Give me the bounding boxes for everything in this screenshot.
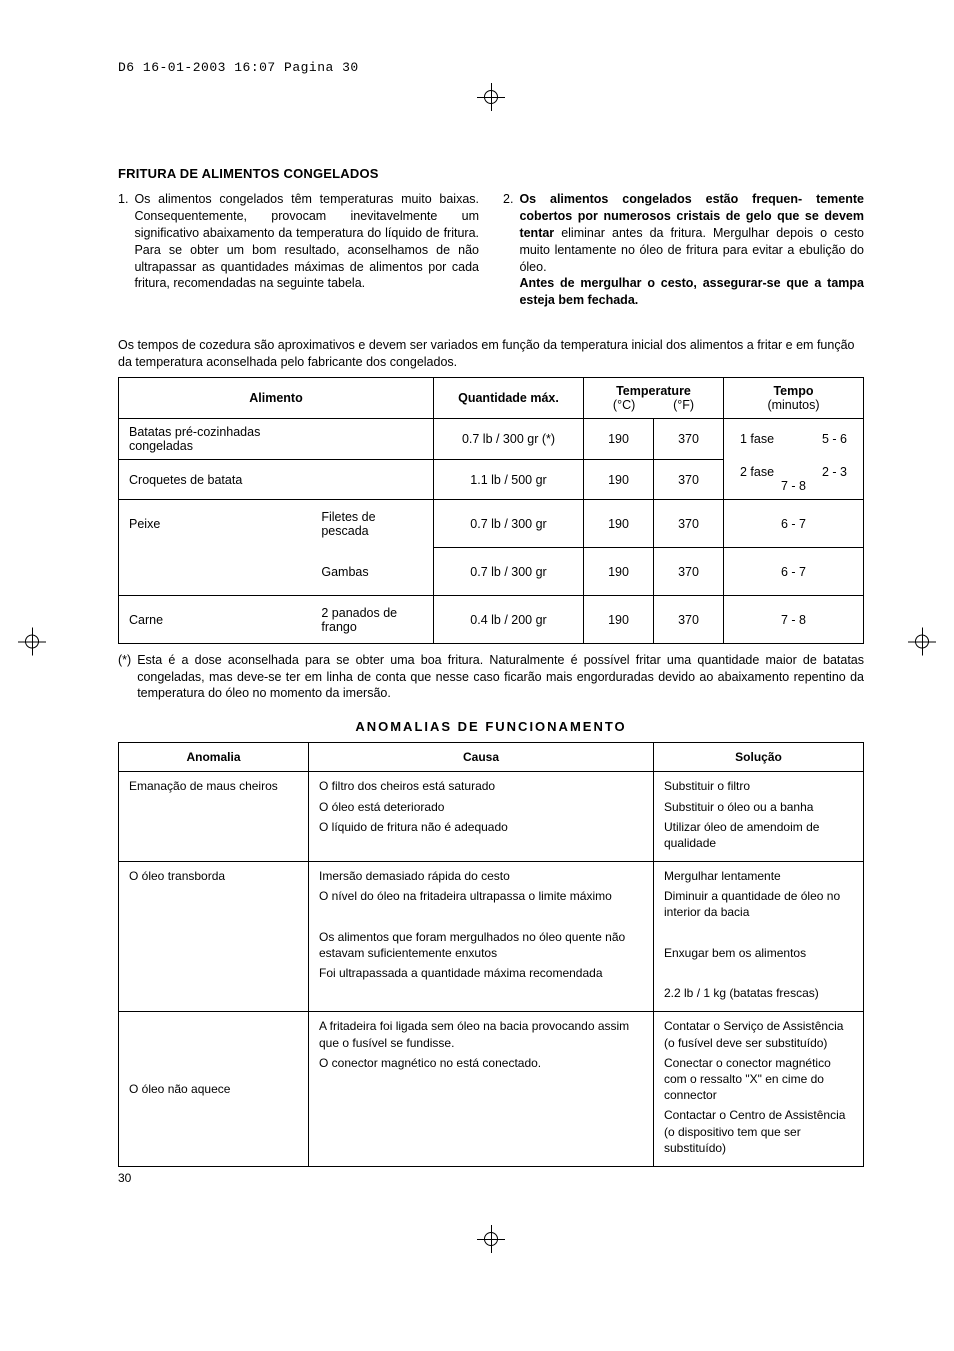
cell-alimento: Peixe	[119, 500, 312, 548]
th-anomalia: Anomalia	[119, 743, 309, 772]
cell-celsius: 190	[584, 500, 654, 548]
cell-alimento-sub: 2 panados de frango	[311, 596, 433, 644]
cell-celsius: 190	[584, 459, 654, 500]
cell-fahrenheit: 370	[654, 418, 724, 459]
th-temperature: Temperature (°C) (°F)	[584, 377, 724, 418]
table-row: Emanação de maus cheirosO filtro dos che…	[119, 772, 864, 862]
footnote-text: Esta é a dose aconselhada para se obter …	[137, 652, 864, 701]
cell-solucao: Contatar o Serviço de Assistência (o fus…	[654, 1012, 864, 1167]
cell-causa: O filtro dos cheiros está saturadoO óleo…	[309, 772, 654, 862]
bold-text: Antes de mergulhar o cesto, assegurar-se…	[519, 276, 864, 307]
cell-alimento-sub: Filetes de pescada	[311, 500, 433, 548]
cell-tempo: 7 - 8	[724, 596, 864, 644]
cell-alimento: Carne	[119, 596, 312, 644]
cell-celsius: 190	[584, 418, 654, 459]
cell-tempo: 2 fase2 - 37 - 8	[724, 459, 864, 500]
frying-table: Alimento Quantidade máx. Temperature (°C…	[118, 377, 864, 645]
table-row: Carne2 panados de frango0.4 lb / 200 gr1…	[119, 596, 864, 644]
cell-quantidade: 0.7 lb / 300 gr	[434, 500, 584, 548]
intro-paragraph: Os tempos de cozedura são aproximativos …	[118, 337, 864, 371]
cell-fahrenheit: 370	[654, 500, 724, 548]
cell-alimento-sub	[311, 459, 433, 500]
cell-alimento-sub: Gambas	[311, 548, 433, 596]
cell-tempo: 6 - 7	[724, 548, 864, 596]
cell-quantidade: 0.7 lb / 300 gr (*)	[434, 418, 584, 459]
cell-quantidade: 0.4 lb / 200 gr	[434, 596, 584, 644]
th-alimento: Alimento	[119, 377, 434, 418]
table-row: Croquetes de batata 1.1 lb / 500 gr190370…	[119, 459, 864, 500]
table-row: O óleo não aqueceA fritadeira foi ligada…	[119, 1012, 864, 1167]
list-text: Os alimentos congelados estão frequen- t…	[519, 191, 864, 309]
th-solucao: Solução	[654, 743, 864, 772]
print-header: D6 16-01-2003 16:07 Pagina 30	[118, 60, 864, 75]
page-number: 30	[118, 1171, 864, 1185]
cell-solucao: Substituir o filtroSubstituir o óleo ou …	[654, 772, 864, 862]
anomalias-title: ANOMALIAS DE FUNCIONAMENTO	[118, 719, 864, 734]
cell-causa: Imersão demasiado rápida do cestoO nível…	[309, 862, 654, 1012]
cell-quantidade: 0.7 lb / 300 gr	[434, 548, 584, 596]
footnote: (*) Esta é a dose aconselhada para se ob…	[118, 652, 864, 701]
anomalias-table: Anomalia Causa Solução Emanação de maus …	[118, 742, 864, 1167]
table-row: PeixeFiletes de pescada0.7 lb / 300 gr19…	[119, 500, 864, 548]
cell-alimento: Batatas pré-cozinhadas congeladas	[119, 418, 312, 459]
th-tempo-sub: (minutos)	[767, 398, 819, 412]
cell-celsius: 190	[584, 596, 654, 644]
footnote-mark: (*)	[118, 652, 131, 701]
cell-fahrenheit: 370	[654, 548, 724, 596]
cell-alimento	[119, 548, 312, 596]
list-number: 1.	[118, 191, 128, 292]
crop-mark-top	[118, 83, 864, 116]
th-fahrenheit: (°F)	[673, 398, 694, 412]
table-row: O óleo transbordaImersão demasiado rápid…	[119, 862, 864, 1012]
section-title: FRITURA DE ALIMENTOS CONGELADOS	[118, 166, 864, 181]
cell-quantidade: 1.1 lb / 500 gr	[434, 459, 584, 500]
th-tempo-label: Tempo	[773, 384, 813, 398]
cell-fahrenheit: 370	[654, 596, 724, 644]
crop-mark-bottom	[118, 1225, 864, 1258]
cell-celsius: 190	[584, 548, 654, 596]
th-causa: Causa	[309, 743, 654, 772]
table-row: Batatas pré-cozinhadas congeladas 0.7 lb …	[119, 418, 864, 459]
cell-alimento: Croquetes de batata	[119, 459, 312, 500]
cell-solucao: Mergulhar lentamenteDiminuir a quantidad…	[654, 862, 864, 1012]
cell-anomalia: O óleo transborda	[119, 862, 309, 1012]
plain-text: eliminar antes da fritura. Mergulhar dep…	[519, 226, 864, 274]
cell-alimento-sub	[311, 418, 433, 459]
cell-anomalia: O óleo não aquece	[119, 1012, 309, 1167]
intro-columns: 1. Os alimentos congelados têm temperatu…	[118, 191, 864, 309]
table-row: Gambas0.7 lb / 300 gr1903706 - 7	[119, 548, 864, 596]
th-tempo: Tempo (minutos)	[724, 377, 864, 418]
th-celsius: (°C)	[613, 398, 635, 412]
cell-causa: A fritadeira foi ligada sem óleo na baci…	[309, 1012, 654, 1167]
cell-anomalia: Emanação de maus cheiros	[119, 772, 309, 862]
th-temperature-label: Temperature	[616, 384, 691, 398]
list-number: 2.	[503, 191, 513, 309]
list-text: Os alimentos congelados têm temperaturas…	[134, 191, 479, 292]
cell-tempo: 6 - 7	[724, 500, 864, 548]
cell-fahrenheit: 370	[654, 459, 724, 500]
th-quantidade: Quantidade máx.	[434, 377, 584, 418]
cell-tempo: 1 fase5 - 6	[724, 418, 864, 459]
